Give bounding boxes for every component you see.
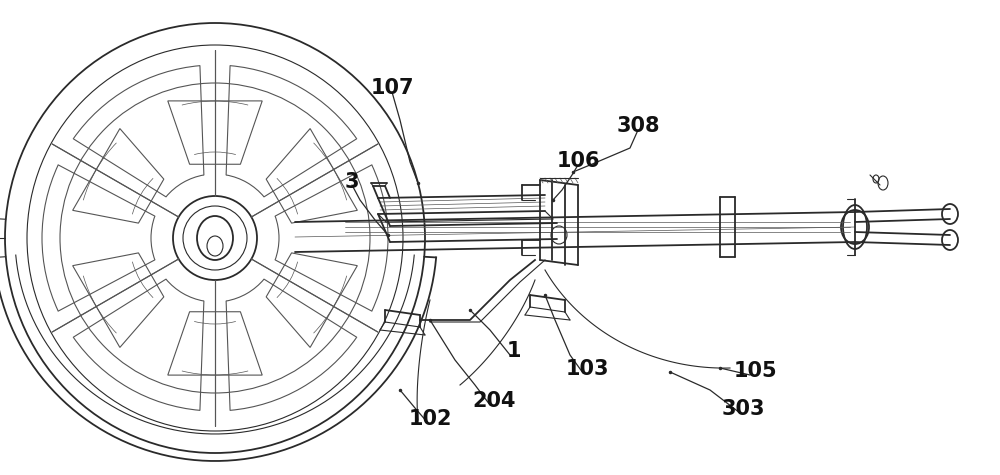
Text: 1: 1 bbox=[507, 341, 521, 361]
Text: 103: 103 bbox=[565, 359, 609, 379]
Text: 204: 204 bbox=[472, 391, 516, 411]
Text: 308: 308 bbox=[616, 116, 660, 136]
Text: 102: 102 bbox=[408, 409, 452, 429]
Text: 107: 107 bbox=[370, 78, 414, 98]
Text: 105: 105 bbox=[733, 361, 777, 381]
Text: 106: 106 bbox=[556, 151, 600, 171]
Text: 303: 303 bbox=[721, 399, 765, 419]
Text: 3: 3 bbox=[345, 172, 359, 192]
